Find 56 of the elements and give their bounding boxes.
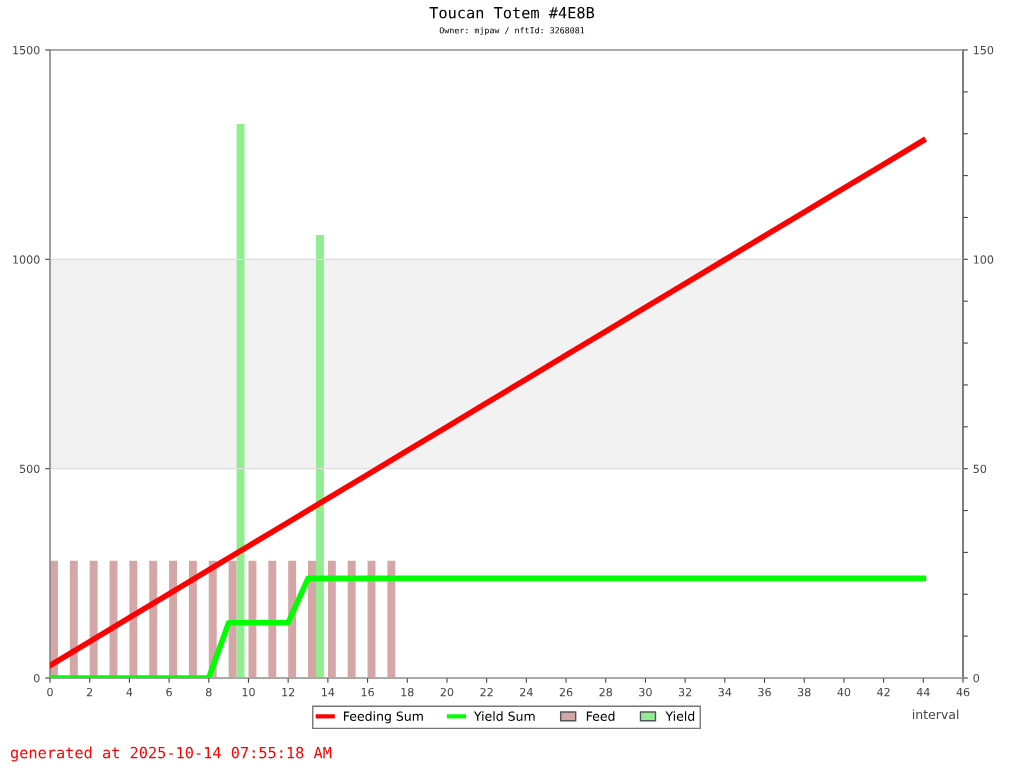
y-tick-label: 1000 <box>13 255 40 264</box>
x-tick-label: 14 <box>322 688 335 697</box>
y-tick-label: 0 <box>33 673 40 683</box>
legend-label: Feed <box>586 711 615 721</box>
x-tick-label: 42 <box>877 687 890 697</box>
x-tick-label: 36 <box>758 687 771 697</box>
x-tick-label: 16 <box>361 687 374 697</box>
legend-label: Yield Sum <box>473 711 535 721</box>
x-tick-label: 44 <box>916 688 930 697</box>
bar <box>367 560 376 678</box>
chart-title: Toucan Totem #4E8B <box>429 6 595 19</box>
bar <box>236 124 245 678</box>
y2-tick-label: 100 <box>973 255 994 264</box>
x-tick-label: 46 <box>956 687 970 697</box>
bar <box>308 560 316 678</box>
x-tick-label: 10 <box>242 687 255 697</box>
x-tick-label: 40 <box>837 687 851 697</box>
bar <box>387 560 396 678</box>
x-tick-label: 34 <box>718 687 732 697</box>
y-tick-label: 1500 <box>13 45 40 55</box>
legend-label: Yield <box>665 711 695 721</box>
y-tick-label: 500 <box>19 464 40 474</box>
x-tick-label: 30 <box>639 687 652 697</box>
x-tick-label: 22 <box>480 687 493 697</box>
x-tick-label: 2 <box>86 687 93 697</box>
legend-label: Feeding Sum <box>343 711 423 724</box>
bar <box>69 560 78 678</box>
bar <box>327 560 336 678</box>
y2-tick-label: 150 <box>973 45 994 55</box>
bar <box>89 560 98 678</box>
x-tick-label: 0 <box>47 687 53 697</box>
x-tick-label: 32 <box>678 687 692 697</box>
x-tick-label: 18 <box>401 687 414 697</box>
text: generated at 2025-10-14 07:55:18 AM <box>10 746 332 762</box>
x-tick-label: 8 <box>206 687 212 697</box>
bar <box>347 560 356 678</box>
bar <box>188 560 197 678</box>
x-tick-label: 4 <box>126 688 133 697</box>
x-tick-label: 24 <box>520 687 533 697</box>
bar <box>248 560 257 678</box>
y2-tick-label: 50 <box>973 464 987 474</box>
bar <box>129 560 138 678</box>
bar <box>315 235 324 678</box>
bar <box>149 560 158 678</box>
x-tick-label: 26 <box>559 687 573 697</box>
x-tick-label: 38 <box>798 687 811 697</box>
x-axis-title: interval <box>912 709 959 720</box>
x-tick-label: 28 <box>599 687 613 697</box>
x-tick-label: 6 <box>166 687 172 697</box>
y2-tick-label: 0 <box>973 673 980 683</box>
chart-subtitle: Owner: mjpaw / nftId: 3268081 <box>439 26 585 36</box>
bar <box>169 560 178 678</box>
bar <box>228 560 237 678</box>
x-tick-label: 12 <box>282 687 295 697</box>
bar <box>268 560 277 678</box>
x-tick-label: 20 <box>440 687 454 697</box>
